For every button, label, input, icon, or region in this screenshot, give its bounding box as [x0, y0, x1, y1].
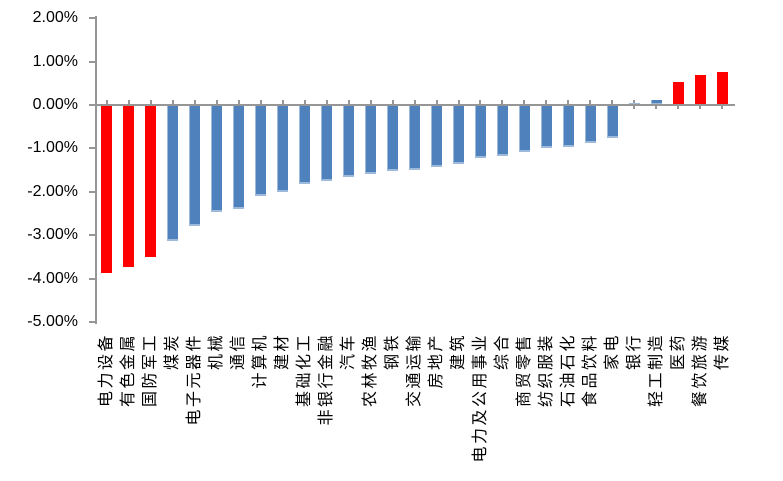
bar-red — [101, 105, 113, 273]
x-axis-label: 煤炭 — [164, 333, 182, 371]
bar-blue — [540, 105, 552, 149]
x-axis-label: 机械 — [208, 333, 226, 371]
y-axis-tick-mark — [89, 234, 96, 237]
y-axis-tick-label: -2.00% — [27, 182, 78, 200]
bar-blue — [584, 105, 596, 144]
x-axis-label: 纺织服装 — [537, 333, 555, 408]
y-axis-tick-mark — [89, 147, 96, 150]
bar-blue — [474, 105, 486, 159]
bar-blue — [562, 105, 574, 148]
y-axis-tick-mark — [89, 321, 96, 324]
x-axis-label: 轻工制造 — [647, 333, 665, 408]
bar-blue — [650, 99, 662, 105]
y-axis-tick-label: -3.00% — [27, 226, 78, 244]
bar-blue — [365, 105, 377, 174]
bar-blue — [453, 105, 464, 164]
x-axis-label: 国防军工 — [142, 333, 160, 408]
x-axis-label: 传媒 — [713, 333, 731, 371]
y-axis-tick-mark — [89, 60, 96, 63]
bar-red — [123, 105, 135, 268]
y-axis-tick-label: 0.00% — [32, 96, 78, 113]
x-axis-label: 交通运输 — [406, 333, 424, 408]
x-axis-label: 非银行金融 — [318, 333, 336, 426]
x-axis-label: 有色金属 — [120, 333, 138, 408]
bar-blue — [409, 105, 421, 171]
x-axis-label: 房地产 — [428, 333, 446, 389]
x-axis-label: 医药 — [669, 333, 687, 371]
x-axis-label: 商贸零售 — [515, 333, 533, 408]
bar-blue — [233, 105, 245, 209]
x-axis-label: 通信 — [230, 333, 248, 371]
bar-blue — [321, 105, 333, 181]
bar-blue — [211, 105, 223, 213]
x-axis-label: 餐饮旅游 — [691, 333, 709, 408]
x-axis-label: 家电 — [603, 333, 621, 371]
x-axis-label: 食品饮料 — [581, 333, 599, 408]
bar-blue — [299, 105, 311, 184]
x-axis-label: 石油石化 — [559, 333, 577, 408]
x-axis-label: 基础化工 — [296, 333, 314, 408]
y-axis-tick-mark — [89, 277, 96, 280]
y-axis-tick-mark — [89, 17, 96, 20]
x-axis-label: 电子元器件 — [186, 333, 204, 426]
bar-red — [145, 105, 157, 257]
y-axis-tick-label: -4.00% — [27, 269, 78, 287]
x-axis-label: 计算机 — [252, 333, 270, 389]
bar-blue — [167, 105, 179, 241]
bar-blue — [606, 105, 618, 139]
bar-blue — [189, 105, 201, 226]
bar-blue — [496, 105, 508, 156]
x-axis-label: 钢铁 — [384, 333, 402, 371]
bar-blue — [431, 105, 443, 168]
bar-red — [672, 81, 684, 105]
y-axis-tick-mark — [89, 190, 96, 193]
bar-blue — [255, 105, 267, 197]
y-axis-tick-label: -5.00% — [27, 313, 78, 331]
x-axis-label: 汽车 — [340, 333, 358, 371]
x-axis-label: 建筑 — [450, 333, 467, 371]
y-axis-tick-mark — [89, 104, 96, 106]
x-axis-label: 综合 — [493, 333, 511, 371]
x-axis-label: 电力设备 — [98, 333, 116, 408]
y-axis-tick-label: 1.00% — [32, 52, 78, 70]
bar-blue — [518, 105, 530, 152]
y-axis-tick-label: 2.00% — [32, 9, 78, 27]
y-axis-tick-label: -1.00% — [27, 139, 78, 157]
bar-blue — [387, 105, 399, 172]
x-axis-label: 电力及公用事业 — [471, 333, 489, 463]
x-axis-label: 农林牧渔 — [362, 333, 380, 408]
y-axis-line — [95, 16, 97, 324]
bar-red — [694, 75, 706, 105]
bar-blue — [277, 105, 289, 192]
bar-blue — [628, 102, 640, 105]
x-axis-label: 银行 — [625, 333, 643, 371]
x-axis-label: 建材 — [274, 333, 292, 371]
x-axis-zero-line — [95, 104, 735, 106]
bar-blue — [343, 105, 355, 178]
bar-red — [716, 71, 728, 105]
